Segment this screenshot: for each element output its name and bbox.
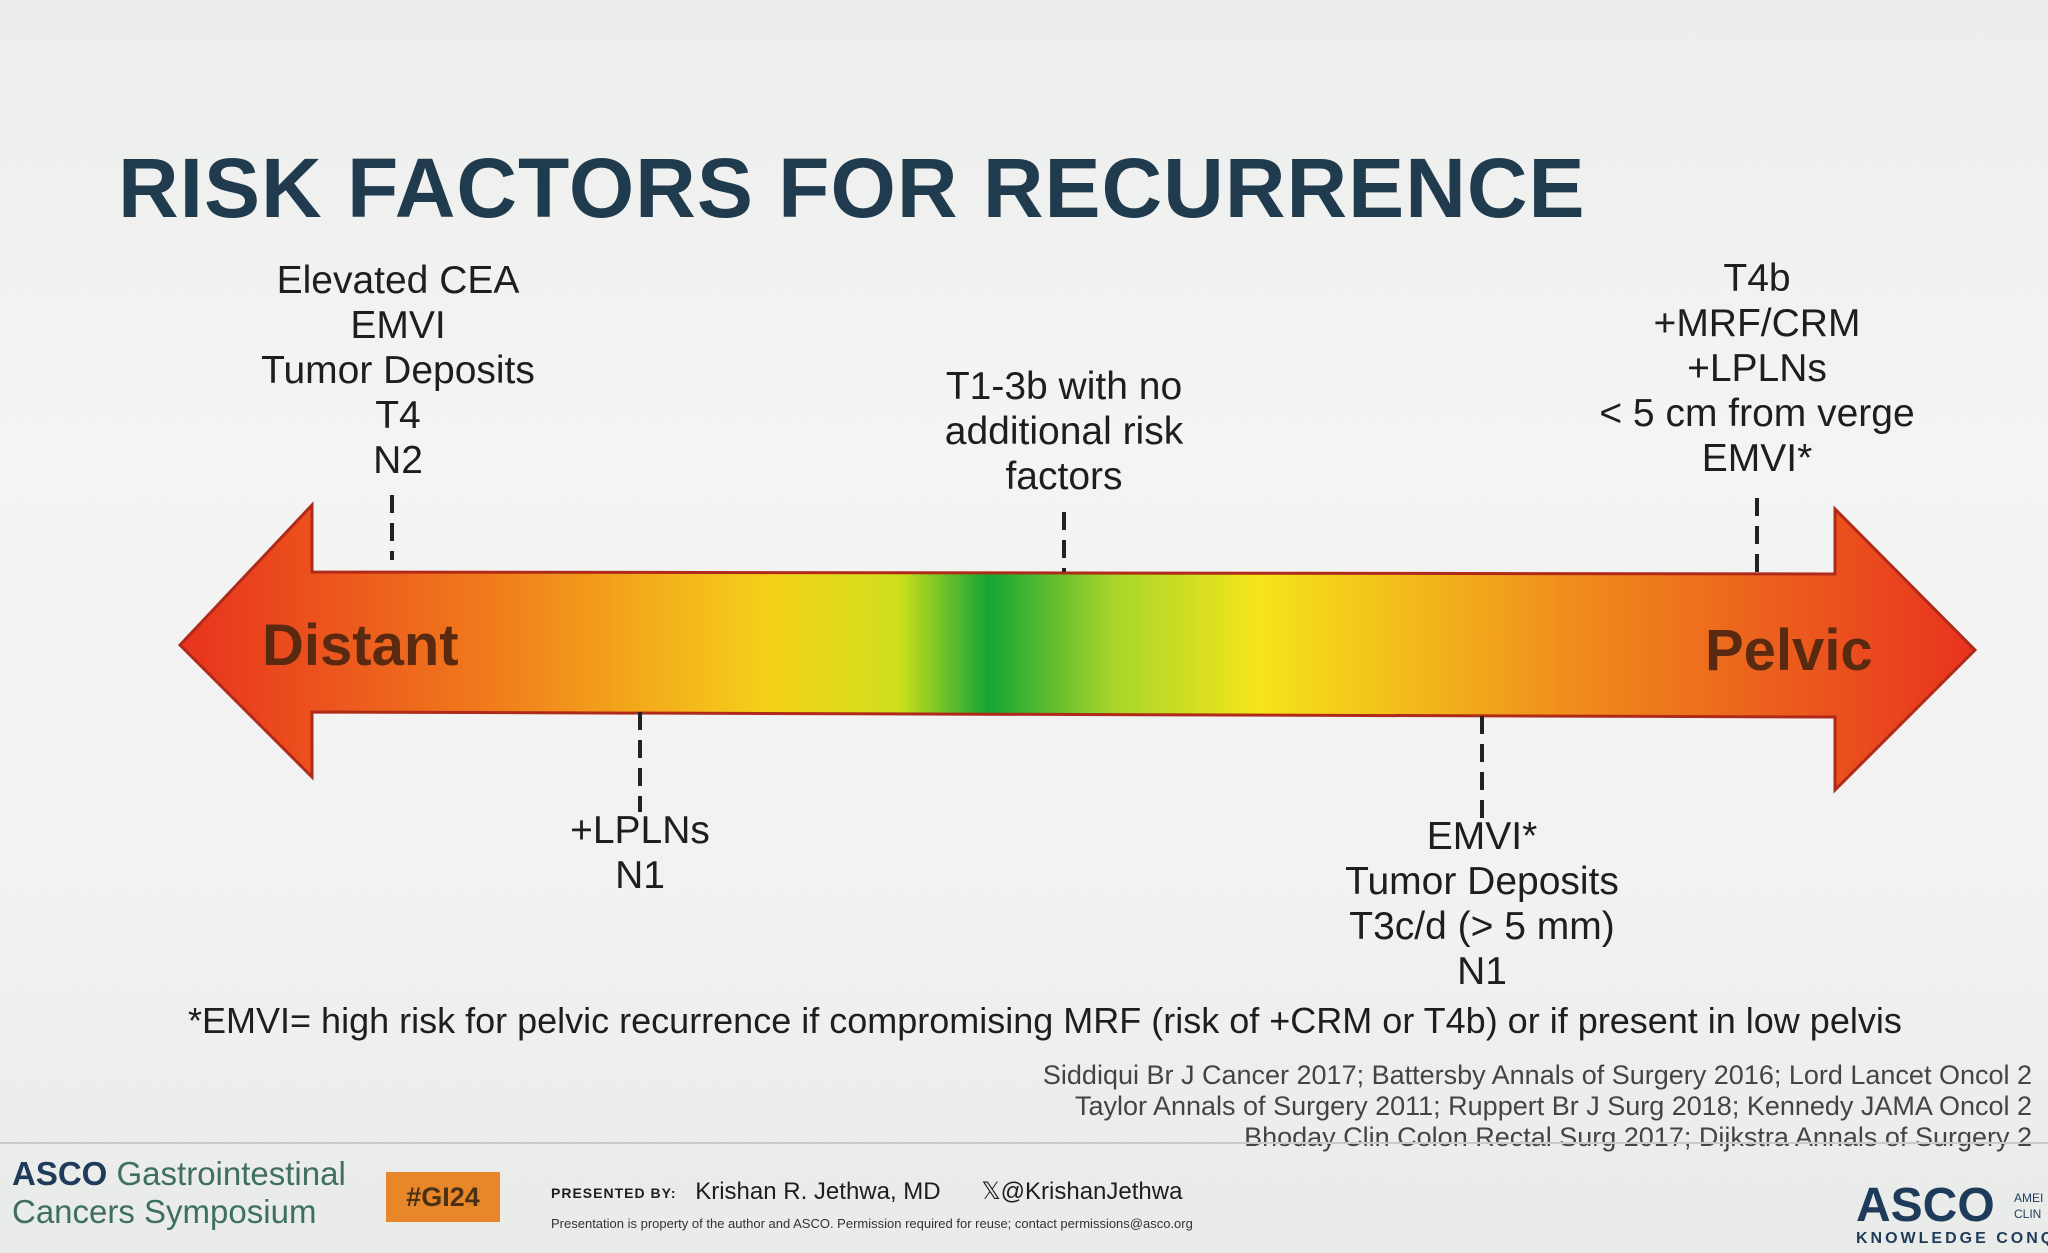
risk-item: +MRF/CRM	[1653, 302, 1861, 345]
risk-item: factors	[1005, 455, 1123, 498]
risk-item: Elevated CEA	[276, 259, 520, 302]
emvi-footnote: *EMVI= high risk for pelvic recurrence i…	[188, 1000, 1902, 1041]
risk-item: T4b	[1723, 257, 1791, 300]
asco-tagline: KNOWLEDGE CONQU	[1856, 1230, 2048, 1247]
risk-item: Tumor Deposits	[1345, 860, 1619, 903]
pelvic-label: Pelvic	[1705, 618, 1873, 683]
risk-item: T1-3b with no	[945, 365, 1183, 408]
asco-logo: ASCO	[1856, 1179, 1995, 1232]
reference-line: Siddiqui Br J Cancer 2017; Battersby Ann…	[1042, 1060, 2032, 1090]
presenter-name: Krishan R. Jethwa, MD	[695, 1178, 941, 1205]
symposium-logo: ASCO Gastrointestinal Cancers Symposium	[12, 1155, 346, 1231]
risk-item: EMVI*	[1426, 815, 1538, 858]
risk-item: N1	[1457, 950, 1507, 993]
risk-factors-pelvic-high: T4b +MRF/CRM +LPLNs < 5 cm from verge EM…	[1557, 256, 1957, 481]
risk-item: Tumor Deposits	[261, 349, 535, 392]
risk-item: additional risk	[944, 410, 1184, 453]
risk-item: T3c/d (> 5 mm)	[1349, 905, 1615, 948]
social-handle[interactable]: 𝕏@KrishanJethwa	[981, 1178, 1183, 1205]
event-name-line2: Cancers Symposium	[12, 1193, 317, 1230]
asco-brand: ASCO	[12, 1155, 108, 1192]
risk-factors-low: T1-3b with no additional risk factors	[884, 364, 1244, 499]
event-name-line1: Gastrointestinal	[116, 1155, 346, 1192]
risk-item: +LPLNs	[1687, 347, 1827, 390]
risk-factors-pelvic-intermediate: EMVI* Tumor Deposits T3c/d (> 5 mm) N1	[1312, 814, 1652, 994]
asco-side-text: AMEI CLIN	[2014, 1190, 2043, 1222]
risk-factors-distant-high: Elevated CEA EMVI Tumor Deposits T4 N2	[238, 258, 558, 483]
risk-item: N1	[615, 854, 665, 897]
slide-title: RISK FACTORS FOR RECURRENCE	[118, 141, 1586, 235]
risk-item: EMVI	[350, 304, 446, 347]
footer-divider	[0, 1142, 2048, 1144]
references: Siddiqui Br J Cancer 2017; Battersby Ann…	[1043, 1060, 2032, 1153]
hashtag-badge: #GI24	[386, 1172, 500, 1222]
risk-item: T4	[375, 394, 421, 437]
asco-side-line: CLIN	[2014, 1207, 2042, 1221]
legal-notice: Presentation is property of the author a…	[551, 1216, 1193, 1231]
distant-label: Distant	[262, 613, 459, 678]
risk-item: +LPLNs	[570, 809, 710, 852]
risk-factors-distant-intermediate: +LPLNs N1	[520, 808, 760, 898]
risk-item: EMVI*	[1701, 437, 1813, 480]
reference-line: Bhoday Clin Colon Rectal Surg 2017; Dijk…	[1244, 1122, 2032, 1152]
double-arrow-shape	[177, 501, 1978, 794]
risk-item: N2	[373, 439, 423, 482]
presented-by-label: PRESENTED BY:	[551, 1184, 677, 1201]
presenter-info: PRESENTED BY: Krishan R. Jethwa, MD 𝕏@Kr…	[551, 1177, 1182, 1206]
reference-line: Taylor Annals of Surgery 2011; Ruppert B…	[1074, 1091, 2032, 1121]
risk-item: < 5 cm from verge	[1599, 392, 1915, 435]
asco-side-line: AMEI	[2014, 1191, 2044, 1205]
